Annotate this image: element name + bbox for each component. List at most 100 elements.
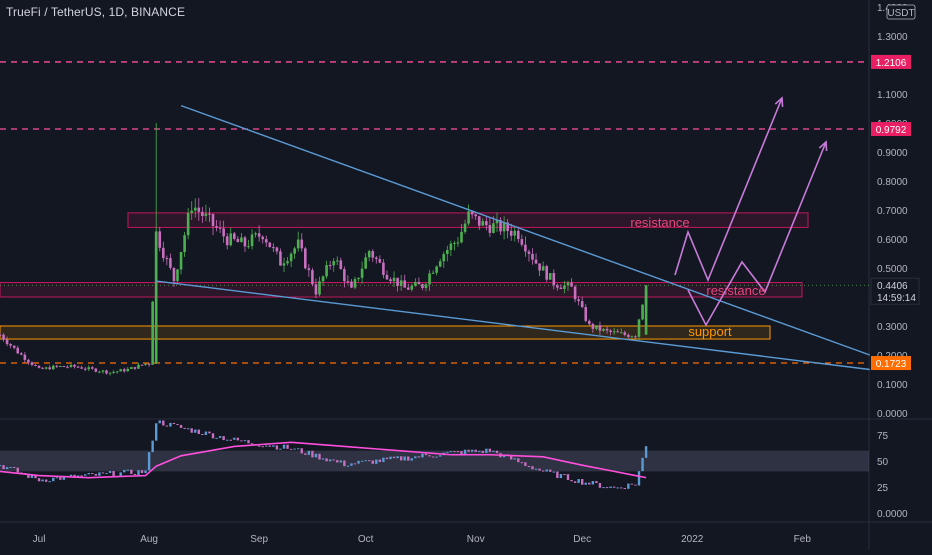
candle-body	[236, 238, 240, 243]
rsi-candle	[641, 457, 644, 472]
candle-body	[588, 320, 591, 324]
x-tick-label: Feb	[794, 534, 812, 545]
rsi-candle	[73, 474, 76, 478]
candle-body	[176, 269, 179, 282]
candle-body	[325, 265, 328, 277]
rsi-candle	[339, 460, 342, 463]
rsi-candle	[169, 422, 172, 427]
candle-body	[133, 367, 137, 369]
candle-body	[517, 230, 520, 240]
candle-body	[563, 285, 566, 289]
candle-body	[73, 364, 76, 367]
candle-body	[488, 225, 492, 233]
candle-body	[438, 261, 442, 267]
candle-body	[545, 266, 548, 280]
rsi-candle	[431, 456, 435, 458]
rsi-candle	[385, 457, 389, 460]
lower-trendline[interactable]	[156, 280, 870, 371]
candle-body	[91, 367, 94, 369]
candle-body	[442, 254, 446, 262]
currency-badge[interactable]	[886, 4, 916, 20]
rsi-candle	[98, 472, 101, 476]
candle-body	[318, 281, 321, 295]
candle-body	[151, 301, 154, 365]
rsi-candle	[27, 473, 30, 478]
candle-body	[211, 214, 215, 226]
rsi-candle	[453, 450, 456, 452]
rsi-candle	[222, 436, 225, 441]
rsi-candle	[304, 453, 307, 455]
rsi-candle	[353, 463, 357, 465]
candle-body	[140, 364, 144, 366]
candle-body	[190, 210, 193, 213]
rsi-candle	[598, 482, 602, 488]
rsi-candle	[179, 424, 183, 428]
candle-body	[119, 369, 122, 372]
rsi-candle	[0, 465, 2, 467]
rsi-candle	[183, 427, 186, 429]
projection-path-upper[interactable]	[674, 97, 783, 283]
rsi-candle	[382, 457, 385, 463]
rsi-candle	[123, 469, 126, 473]
y-tick-label: 0.7000	[877, 206, 908, 217]
rsi-candle	[541, 470, 545, 472]
y-tick-label: 0.3000	[877, 322, 908, 333]
candle-body	[186, 212, 190, 236]
rsi-candle	[446, 451, 449, 453]
x-tick-label: Oct	[358, 534, 374, 545]
rsi-candle	[534, 468, 538, 470]
candles-layer	[0, 123, 648, 376]
candle-body	[215, 225, 218, 228]
candle-body	[48, 367, 51, 370]
x-tick-label: Aug	[140, 534, 158, 545]
rsi-candle	[144, 470, 147, 474]
rsi-candle	[155, 423, 158, 441]
rsi-candle	[300, 448, 303, 454]
rsi-candle	[368, 460, 371, 462]
candle-body	[87, 367, 91, 370]
candle-body	[59, 366, 62, 368]
rsi-candle	[517, 458, 520, 463]
projection-path-lower[interactable]	[687, 141, 827, 327]
rsi-candle	[588, 482, 591, 485]
candle-body	[389, 279, 392, 282]
support-zone	[0, 325, 771, 340]
candle-body	[293, 248, 296, 254]
descending-trendline[interactable]	[180, 104, 870, 356]
rsi-candle	[62, 475, 66, 480]
candle-body	[353, 279, 357, 288]
candle-body	[470, 211, 474, 215]
rsi-candle	[101, 472, 105, 474]
rsi-candle	[314, 453, 318, 458]
rsi-candle	[616, 487, 619, 489]
rsi-candle	[55, 477, 58, 479]
candle-body	[158, 231, 162, 248]
y-tick-label: 1.1000	[877, 90, 908, 101]
rsi-candle	[460, 451, 463, 455]
level-0-9792-tag	[871, 122, 911, 137]
x-tick-label: Sep	[250, 534, 268, 545]
candle-body	[225, 236, 229, 246]
rsi-candle	[5, 467, 9, 470]
candle-body	[492, 223, 495, 233]
rsi-candle	[343, 460, 346, 467]
rsi-candle	[428, 455, 431, 457]
candle-body	[453, 242, 456, 244]
candle-body	[474, 214, 477, 217]
candle-body	[446, 249, 449, 255]
candle-body	[552, 273, 556, 286]
candle-body	[396, 277, 399, 286]
candle-body	[80, 367, 83, 369]
candle-body	[240, 237, 243, 243]
rsi-candle	[87, 473, 90, 475]
rsi-candle	[140, 470, 144, 474]
countdown-text: 14:59:14	[877, 293, 916, 304]
rsi-candle	[634, 484, 637, 486]
candle-body	[538, 263, 541, 271]
candle-body	[548, 273, 552, 280]
candle-body	[66, 366, 69, 368]
candle-body	[286, 261, 289, 264]
candle-body	[300, 239, 304, 249]
